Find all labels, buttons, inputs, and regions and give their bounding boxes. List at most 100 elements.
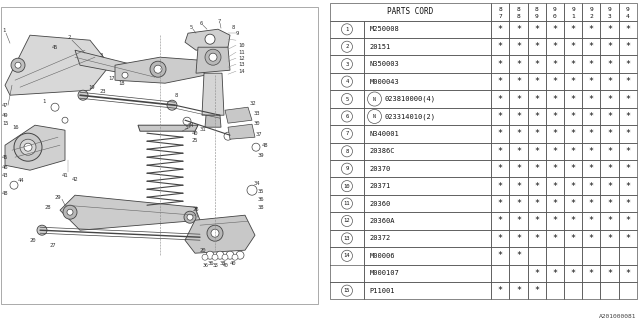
Bar xyxy=(364,195,491,212)
Bar xyxy=(619,282,637,300)
Text: 8: 8 xyxy=(346,149,349,154)
Text: *: * xyxy=(552,77,557,86)
Circle shape xyxy=(154,65,162,73)
Bar xyxy=(582,143,600,160)
Bar xyxy=(509,177,527,195)
Text: *: * xyxy=(534,216,539,226)
Bar xyxy=(527,20,546,38)
Text: *: * xyxy=(571,147,575,156)
Circle shape xyxy=(167,100,177,110)
Bar xyxy=(491,247,509,265)
Bar xyxy=(582,38,600,55)
Circle shape xyxy=(206,251,214,259)
Bar xyxy=(491,3,509,20)
Text: 33: 33 xyxy=(254,111,260,116)
Text: *: * xyxy=(625,77,630,86)
Bar xyxy=(564,177,582,195)
Bar xyxy=(619,212,637,230)
Bar xyxy=(619,247,637,265)
Text: PARTS CORD: PARTS CORD xyxy=(387,7,433,16)
Text: 20360A: 20360A xyxy=(369,218,395,224)
Bar xyxy=(364,38,491,55)
Text: *: * xyxy=(607,164,612,173)
Text: 11: 11 xyxy=(238,50,244,55)
Bar xyxy=(509,125,527,143)
Text: *: * xyxy=(516,77,521,86)
Bar xyxy=(582,108,600,125)
Polygon shape xyxy=(5,125,65,170)
Text: 8: 8 xyxy=(516,14,520,19)
Circle shape xyxy=(150,61,166,77)
Bar xyxy=(330,125,364,143)
Text: *: * xyxy=(589,234,594,243)
Bar xyxy=(364,125,491,143)
Bar xyxy=(546,230,564,247)
Circle shape xyxy=(63,205,77,219)
Text: N: N xyxy=(373,114,376,119)
Bar xyxy=(364,73,491,90)
Bar xyxy=(364,90,491,108)
Bar xyxy=(619,20,637,38)
Circle shape xyxy=(187,214,193,220)
Text: *: * xyxy=(498,199,502,208)
Polygon shape xyxy=(185,215,255,253)
Text: 1: 1 xyxy=(42,99,45,104)
Bar xyxy=(582,282,600,300)
Bar xyxy=(546,55,564,73)
Bar xyxy=(600,38,619,55)
Text: 41: 41 xyxy=(62,173,68,178)
Text: *: * xyxy=(534,147,539,156)
Text: *: * xyxy=(571,94,575,104)
Text: 023314010(2): 023314010(2) xyxy=(384,113,435,120)
Bar xyxy=(546,212,564,230)
Text: M000043: M000043 xyxy=(369,79,399,84)
Circle shape xyxy=(51,103,59,111)
Bar xyxy=(564,247,582,265)
Text: 13: 13 xyxy=(344,236,350,241)
Circle shape xyxy=(184,211,196,223)
Text: *: * xyxy=(534,199,539,208)
Bar xyxy=(619,195,637,212)
Text: N340001: N340001 xyxy=(369,131,399,137)
Bar xyxy=(509,212,527,230)
Text: 32: 32 xyxy=(250,101,257,106)
Text: 48: 48 xyxy=(2,191,8,196)
Text: 45: 45 xyxy=(2,155,8,160)
Text: 36: 36 xyxy=(258,197,264,202)
Text: *: * xyxy=(625,269,630,278)
Bar xyxy=(619,143,637,160)
Text: 5: 5 xyxy=(190,25,193,30)
Text: 49: 49 xyxy=(2,113,8,118)
Text: 44: 44 xyxy=(18,178,24,183)
Text: *: * xyxy=(589,164,594,173)
Text: *: * xyxy=(516,286,521,295)
Bar xyxy=(546,38,564,55)
Bar xyxy=(509,160,527,177)
Bar xyxy=(491,160,509,177)
Bar xyxy=(600,3,619,20)
Bar xyxy=(546,3,564,20)
Text: 38: 38 xyxy=(213,263,219,268)
Bar xyxy=(600,73,619,90)
Bar xyxy=(364,55,491,73)
Text: *: * xyxy=(552,147,557,156)
Text: 1: 1 xyxy=(346,27,349,32)
Circle shape xyxy=(252,143,260,151)
Text: 20370: 20370 xyxy=(369,166,390,172)
Text: *: * xyxy=(552,269,557,278)
Text: *: * xyxy=(607,216,612,226)
Text: *: * xyxy=(534,94,539,104)
Bar xyxy=(582,230,600,247)
Bar xyxy=(582,195,600,212)
Text: 6: 6 xyxy=(346,114,349,119)
Text: 20372: 20372 xyxy=(369,236,390,241)
Bar xyxy=(600,90,619,108)
Text: *: * xyxy=(516,112,521,121)
Text: *: * xyxy=(534,42,539,51)
Circle shape xyxy=(10,181,18,189)
Bar xyxy=(330,195,364,212)
Text: 14: 14 xyxy=(238,69,244,74)
Bar xyxy=(509,247,527,265)
Polygon shape xyxy=(225,107,252,123)
Text: *: * xyxy=(534,269,539,278)
